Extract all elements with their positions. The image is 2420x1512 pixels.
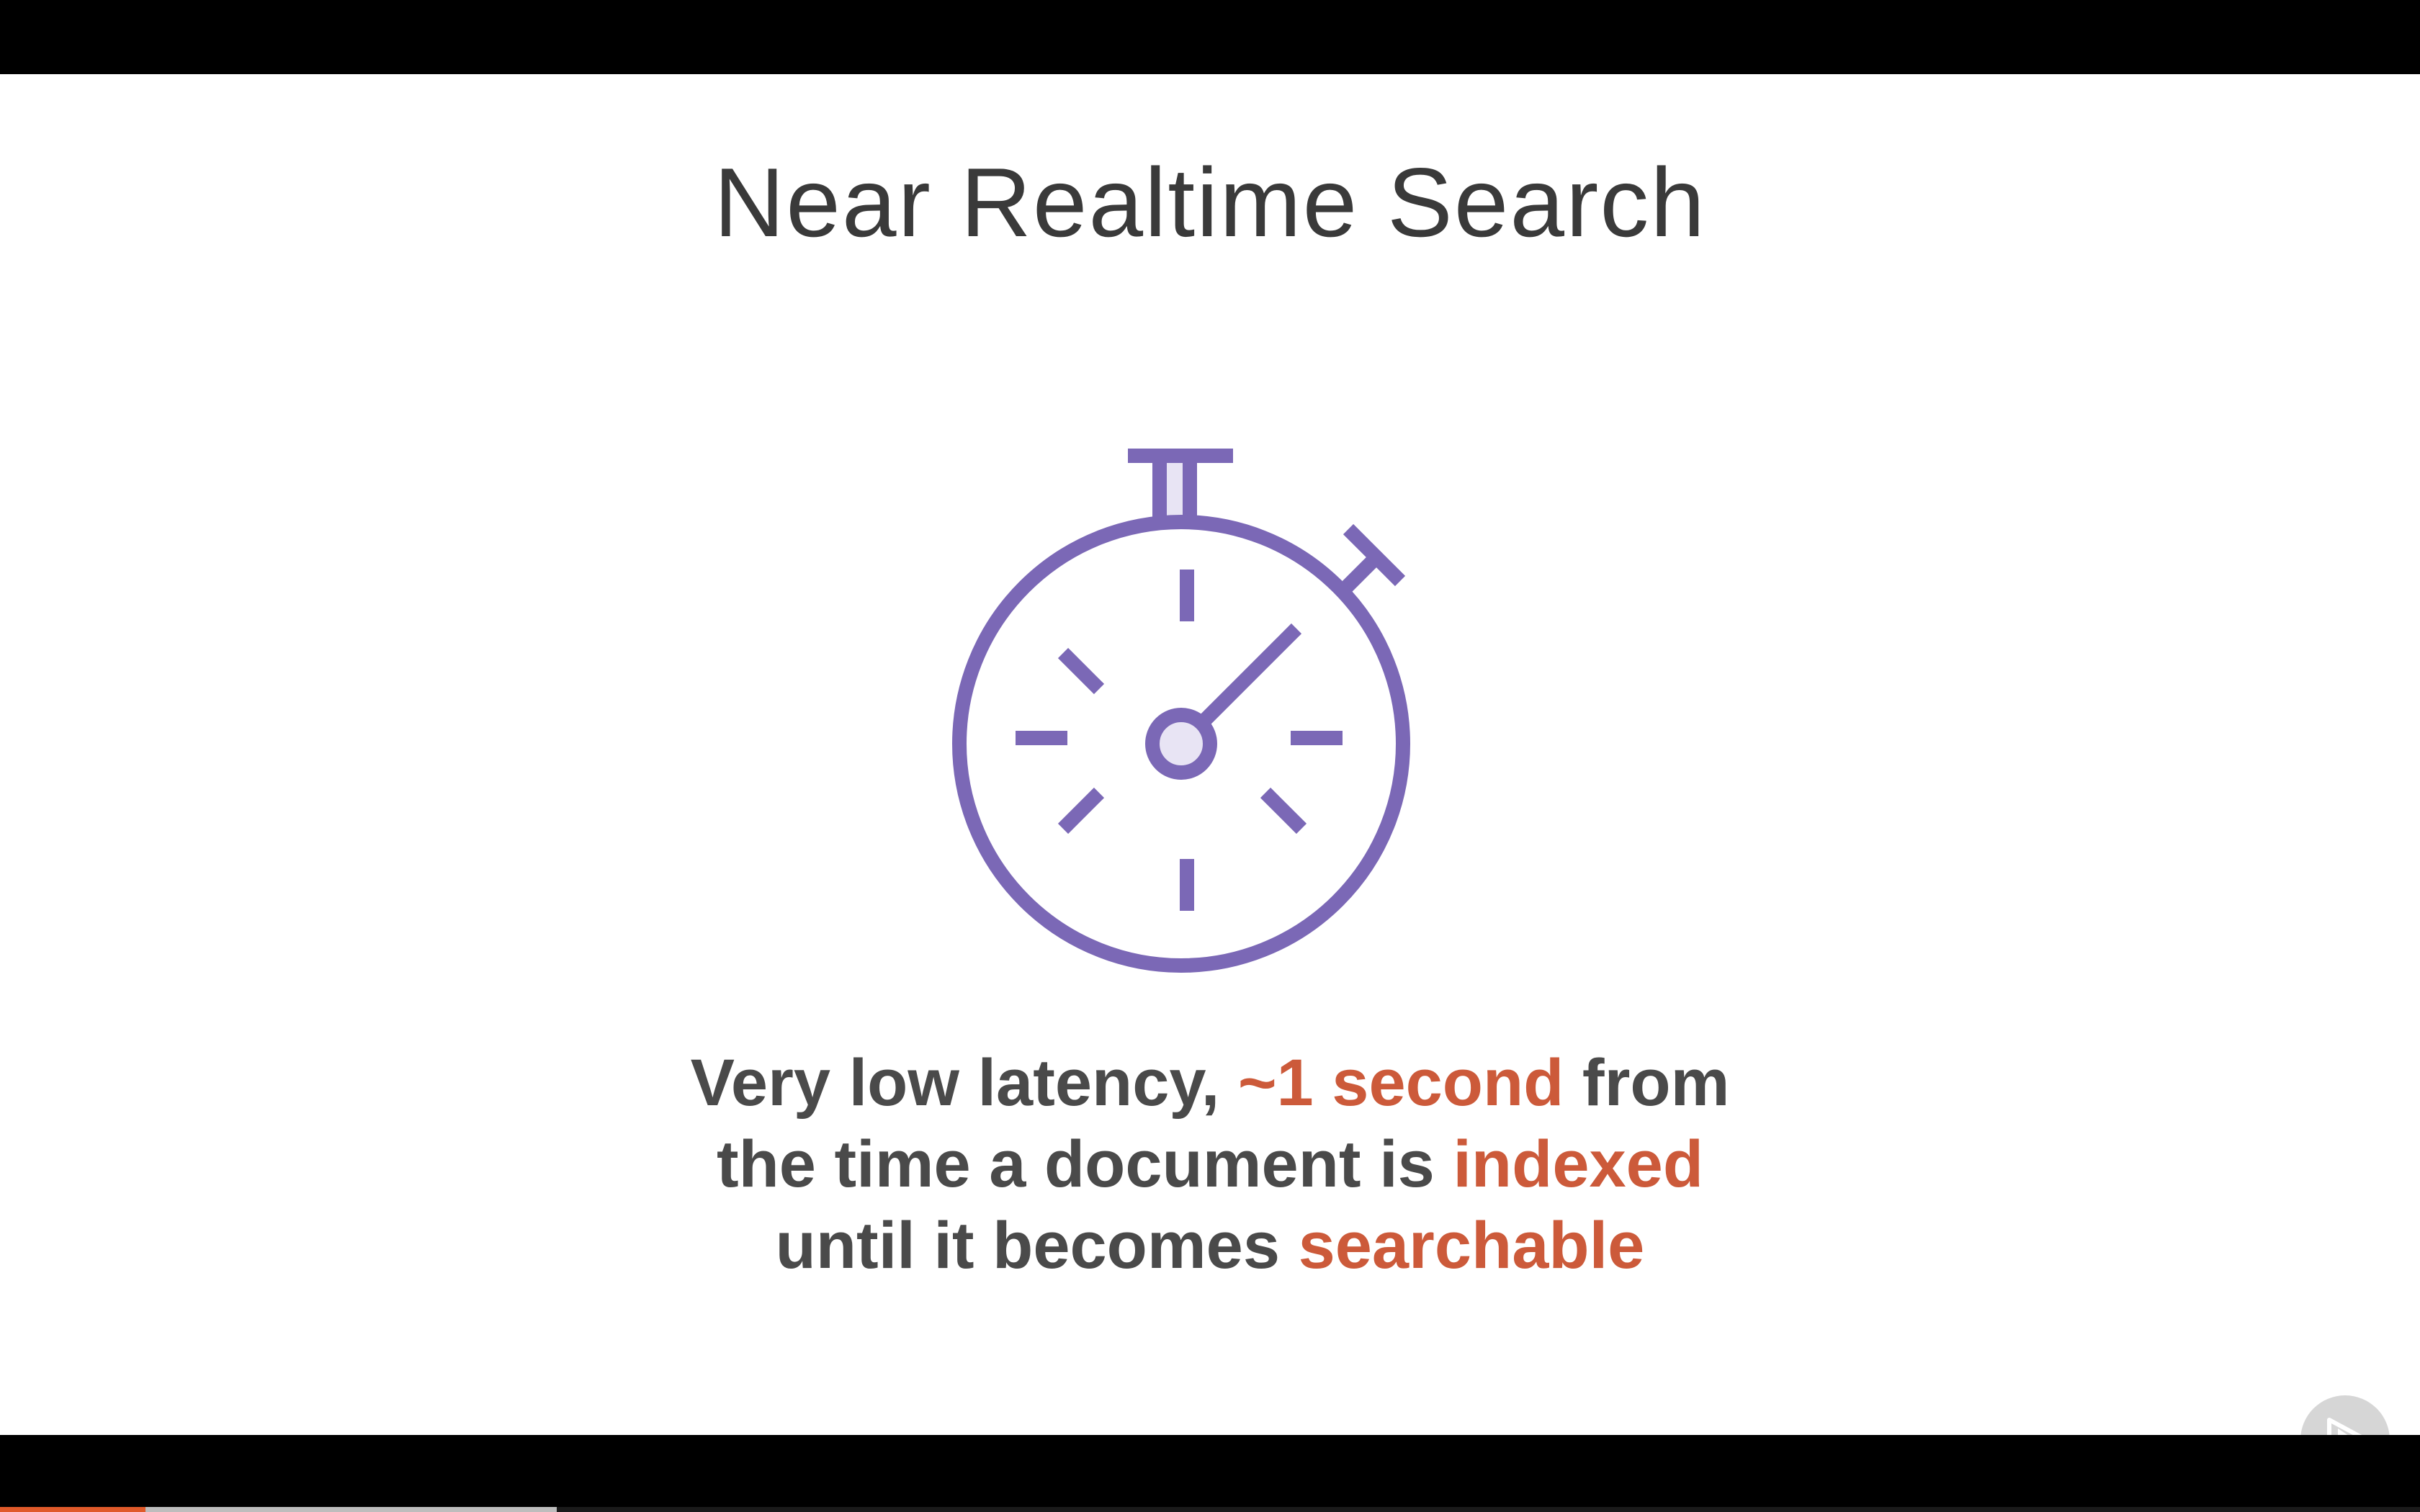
body-line-1-text: Very low latency, [690,1046,1238,1120]
progress-played [0,1507,145,1512]
video-progress-bar[interactable] [0,1507,2420,1512]
progress-buffered [0,1507,557,1512]
slide: Near Realtime Search Very low latency, ~… [0,74,2420,1485]
slide-title: Near Realtime Search [714,148,1706,257]
highlight-searchable: searchable [1298,1209,1645,1282]
body-line-2-text: the time a document is [716,1128,1453,1201]
body-line-3: until it becomes searchable [0,1205,2420,1287]
body-line-3-text: until it becomes [775,1209,1299,1282]
body-line-1: Very low latency, ~1 second from [0,1043,2420,1124]
slide-body-text: Very low latency, ~1 second from the tim… [0,1043,2420,1287]
letterbox-bottom [0,1435,2420,1512]
stopwatch-icon [952,449,1410,973]
highlight-indexed: indexed [1453,1128,1704,1201]
highlight-latency: ~1 second [1237,1046,1564,1120]
body-line-1-suffix: from [1564,1046,1730,1120]
letterbox-top [0,0,2420,74]
body-line-2: the time a document is indexed [0,1124,2420,1205]
